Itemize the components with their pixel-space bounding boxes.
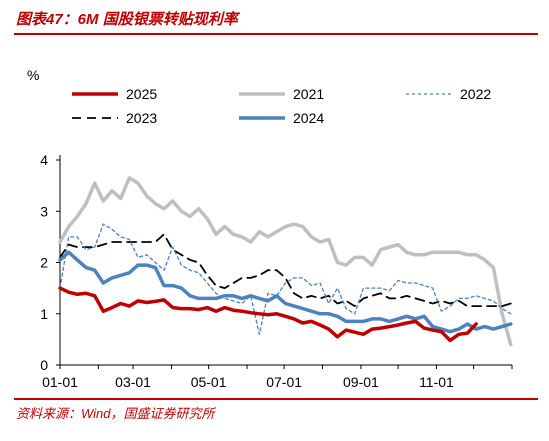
legend-label-2021: 2021 xyxy=(293,86,324,102)
x-tick-label: 09-01 xyxy=(343,374,379,390)
chart-title: 图表47：6M 国股银票转贴现利率 xyxy=(16,11,238,28)
x-tick-label: 01-01 xyxy=(42,374,78,390)
legend-label-2023: 2023 xyxy=(126,110,157,126)
x-tick-label: 03-01 xyxy=(115,374,151,390)
source-rule xyxy=(14,398,538,400)
y-tick-label: 4 xyxy=(40,152,48,168)
title-rule xyxy=(14,33,538,35)
x-tick-label: 07-01 xyxy=(266,374,302,390)
series-line-2023 xyxy=(59,233,512,308)
series-line-2025 xyxy=(58,286,478,343)
series-line-2024 xyxy=(58,250,513,334)
series-lines xyxy=(58,176,513,347)
y-unit-label: % xyxy=(27,67,39,83)
y-tick-label: 3 xyxy=(40,203,48,219)
x-tick-label: 11-01 xyxy=(419,374,454,390)
legend-label-2022: 2022 xyxy=(460,86,491,102)
series-line-2022 xyxy=(59,223,512,335)
x-tick-label: 05-01 xyxy=(191,374,227,390)
legend-label-2024: 2024 xyxy=(293,110,324,126)
legend: 2025 2021 2022 2023 2024 xyxy=(72,86,491,126)
y-tick-label: 2 xyxy=(40,255,48,271)
legend-label-2025: 2025 xyxy=(126,86,157,102)
source-note: 资料来源：Wind，国盛证券研究所 xyxy=(16,406,215,421)
series-line-2021 xyxy=(58,176,513,347)
axes: 0 1 2 3 4 01-01 03-01 05-01 07-01 09-01 11-01 xyxy=(40,152,513,390)
y-tick-label: 0 xyxy=(40,357,48,373)
y-tick-label: 1 xyxy=(40,306,48,322)
